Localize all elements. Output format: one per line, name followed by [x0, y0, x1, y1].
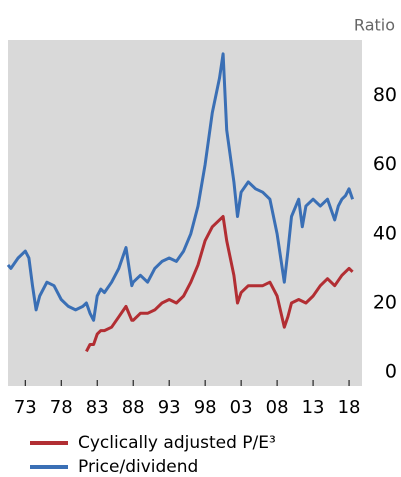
y-tick-label: 20 — [373, 291, 397, 313]
line-series — [6, 52, 355, 322]
x-tick-label: 18 — [338, 397, 361, 418]
x-tick-label: 83 — [86, 397, 109, 418]
legend-label: Price/dividend — [78, 457, 198, 477]
x-tick-label: 78 — [50, 397, 73, 418]
x-tick-label: 13 — [302, 397, 325, 418]
y-tick-label: 80 — [373, 84, 397, 106]
x-tick-label: 73 — [14, 397, 37, 418]
y-tick-label: 60 — [373, 153, 397, 175]
legend-label: Cyclically adjusted P/E³ — [78, 433, 276, 453]
x-tick-label: 98 — [194, 397, 217, 418]
x-tick-label: 93 — [158, 397, 181, 418]
line-series — [85, 215, 354, 353]
y-axis-label: Ratio — [354, 16, 395, 35]
y-tick-label: 0 — [385, 361, 397, 383]
y-tick-label: 40 — [373, 222, 397, 244]
plot-background — [8, 40, 362, 386]
x-tick-label: 88 — [122, 397, 145, 418]
x-tick-label: 08 — [266, 397, 289, 418]
x-tick-label: 03 — [230, 397, 253, 418]
